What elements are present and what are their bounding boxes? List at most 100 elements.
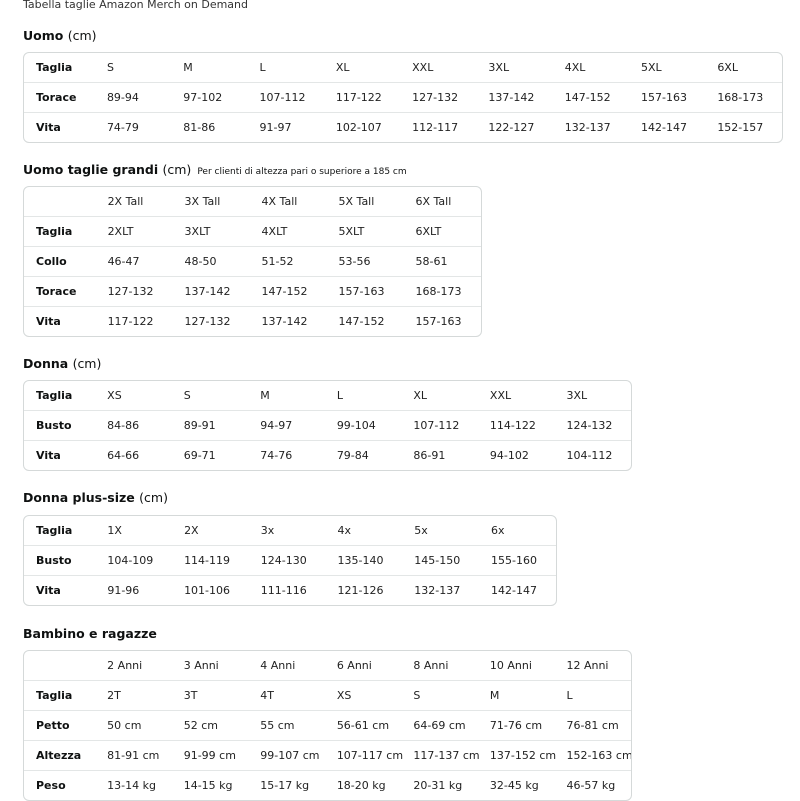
table-cell: 142-147 (641, 121, 687, 134)
table-cell: 127-132 (95, 277, 173, 307)
table-cell: 4T (248, 681, 325, 711)
section-heading-bambini: Bambino e ragazze (23, 626, 163, 641)
table-cell: 155-160 (479, 546, 556, 576)
table-cell: S (94, 53, 172, 83)
row-label: Altezza (24, 741, 96, 771)
table-cell: 46-57 kg (566, 779, 616, 792)
table-cell: 64-66 (107, 449, 140, 462)
row-label: Collo (24, 247, 96, 277)
table-row: Vita 91-96 101-106 111-116 121-126 132-137 142… (24, 576, 556, 605)
section-heading-donna: Donna (cm) (23, 356, 107, 371)
table-row: Taglia 2XLT 3XLT 4XLT 5XLT 6XLT (24, 217, 481, 247)
heading-text: Uomo taglie grandi (23, 162, 159, 177)
table-cell: 6XL (705, 53, 782, 83)
table-row: Torace 89-94 97-102 107-112 117-122 127-132 13… (24, 83, 782, 113)
table-cell: S (171, 381, 249, 411)
table-cell: 111-116 (260, 584, 307, 597)
table-cell: 4 Anni (248, 651, 325, 681)
table-cell: 71-76 cm (477, 711, 555, 741)
size-table-bambini: 2 Anni 3 Anni 4 Anni 6 Anni 8 Anni 10 Anni 12 … (23, 650, 633, 801)
table-cell: 137-142 (476, 83, 553, 113)
table-cell: 4X Tall (249, 187, 327, 217)
table-cell: 86-91 (413, 449, 446, 462)
table-row: Peso 13-14 kg 14-15 kg 15-17 kg 18-20 kg 20-3… (24, 771, 631, 800)
table-cell: 157-163 (326, 277, 404, 307)
table-cell: 58-61 (403, 247, 481, 277)
table-cell: 94-97 (248, 411, 325, 441)
table-cell: 94-102 (489, 449, 529, 462)
table-cell: 6X Tall (403, 187, 481, 217)
table-cell: 137-142 (172, 277, 250, 307)
table-cell: 20-31 kg (413, 779, 463, 792)
table-cell: 32-45 kg (489, 779, 539, 792)
table-cell: 81-86 (183, 121, 216, 134)
size-table-uomo-tall: 2X Tall 3X Tall 4X Tall 5X Tall 6X Tall Tagli… (23, 186, 482, 337)
table-cell: 3XL (476, 53, 553, 83)
table-cell: 91-96 (107, 584, 140, 597)
table-cell: 6XLT (403, 217, 481, 247)
heading-text: Bambino e ragazze (23, 626, 157, 641)
row-label: Taglia (24, 381, 96, 411)
row-label: Taglia (24, 516, 96, 546)
table-cell: S (401, 681, 478, 711)
table-cell: 91-97 (259, 121, 292, 134)
table-cell: 6 Anni (324, 651, 402, 681)
table-cell: 121-126 (337, 584, 384, 597)
heading-unit: (cm) (162, 162, 192, 177)
table-cell: 132-137 (414, 584, 461, 597)
heading-unit: (cm) (67, 28, 97, 43)
table-cell: 50 cm (95, 711, 172, 741)
table-cell: 69-71 (183, 449, 216, 462)
table-row: Taglia 2T 3T 4T XS S M L (24, 681, 632, 711)
table-row: Torace 127-132 137-142 147-152 157-163 168-17… (24, 277, 481, 307)
table-cell: 3T (171, 681, 249, 711)
table-cell: 89-94 (94, 83, 172, 113)
table-cell: 107-117 cm (324, 741, 403, 771)
table-cell: 117-137 cm (401, 741, 480, 771)
table-cell: 46-47 (95, 247, 173, 277)
table-cell: 132-137 (564, 121, 611, 134)
row-label (24, 651, 96, 681)
table-cell: 2T (95, 681, 172, 711)
table-cell: XXL (400, 53, 477, 83)
table-cell: 12 Anni (554, 651, 632, 681)
table-cell: 97-102 (171, 83, 248, 113)
table-cell: 127-132 (184, 315, 231, 328)
table-row: 2 Anni 3 Anni 4 Anni 6 Anni 8 Anni 10 Anni 12 … (24, 651, 632, 681)
table-cell: XL (401, 381, 478, 411)
table-cell: L (324, 381, 402, 411)
row-label: Peso (36, 779, 66, 792)
table-cell: 52 cm (171, 711, 249, 741)
table-cell: 99-104 (324, 411, 402, 441)
table-cell: 3XLT (172, 217, 250, 247)
table-cell: 56-61 cm (324, 711, 402, 741)
table-cell: 5X Tall (326, 187, 404, 217)
table-cell: 5XLT (326, 217, 404, 247)
heading-text: Uomo (23, 28, 64, 43)
table-cell: 152-163 cm (554, 741, 632, 771)
table-cell: 51-52 (249, 247, 327, 277)
table-cell: 112-117 (412, 121, 459, 134)
table-cell: 53-56 (326, 247, 404, 277)
table-cell: 48-50 (172, 247, 250, 277)
table-row: Collo 46-47 48-50 51-52 53-56 58-61 (24, 247, 481, 277)
table-cell: XXL (477, 381, 555, 411)
row-label: Vita (36, 121, 61, 134)
table-cell: 157-163 (629, 83, 706, 113)
table-cell: L (554, 681, 632, 711)
table-cell: 14-15 kg (183, 779, 233, 792)
section-heading-uomo: Uomo (cm) (23, 28, 103, 43)
table-cell: 6x (479, 516, 556, 546)
table-cell: 2XLT (95, 217, 173, 247)
row-label: Taglia (24, 53, 95, 83)
row-label: Torace (24, 277, 96, 307)
table-cell: 15-17 kg (260, 779, 310, 792)
row-label: Petto (24, 711, 96, 741)
table-cell: 107-112 (247, 83, 324, 113)
table-cell: 81-91 cm (95, 741, 172, 771)
row-label: Vita (36, 315, 61, 328)
table-cell: 64-69 cm (401, 711, 478, 741)
table-cell: 152-157 (717, 121, 764, 134)
table-cell: 147-152 (249, 277, 327, 307)
table-cell: 104-112 (566, 449, 613, 462)
